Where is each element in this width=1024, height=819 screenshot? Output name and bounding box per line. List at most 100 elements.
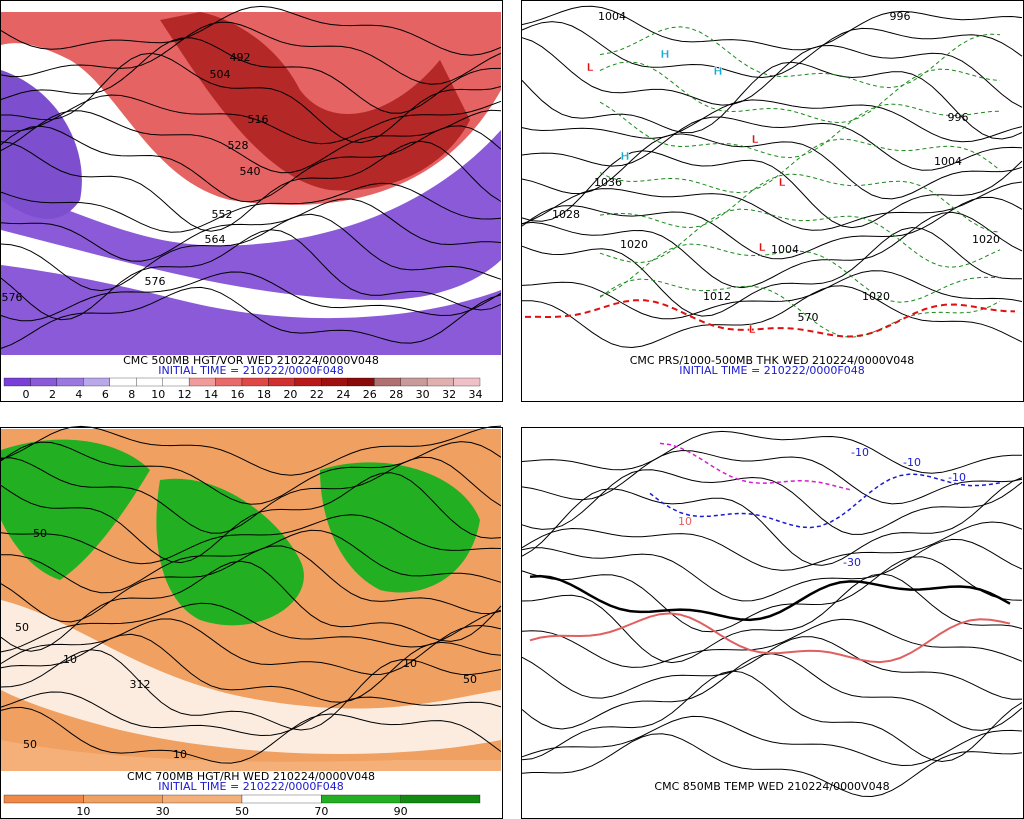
contour-label: 1020 xyxy=(620,238,648,251)
contour xyxy=(521,430,1022,474)
thickness-line xyxy=(599,278,1001,338)
contour xyxy=(0,441,502,505)
colorbar-swatch xyxy=(188,377,216,387)
contour-label: 996 xyxy=(890,10,911,23)
contour-label: 1036 xyxy=(594,176,622,189)
panel-caption: CMC 700MB HGT/RH WED 210224/0000V048 xyxy=(127,770,375,783)
contour-label: -10 xyxy=(851,446,869,459)
colorbar-swatch xyxy=(162,377,190,387)
contour-label: 1004 xyxy=(771,243,799,256)
contour xyxy=(521,5,1023,51)
panel-caption: CMC 500MB HGT/VOR WED 210224/0000V048 xyxy=(123,354,379,367)
colorbar-label: 6 xyxy=(102,388,109,401)
contour xyxy=(0,633,502,703)
contour xyxy=(0,691,502,737)
temp-line xyxy=(529,612,1011,664)
contour-label: 1004 xyxy=(934,155,962,168)
colorbar-label: 24 xyxy=(336,388,350,401)
contour xyxy=(521,618,1023,668)
contour xyxy=(521,61,1023,140)
thickness-line xyxy=(599,173,1001,233)
contour xyxy=(0,529,502,594)
contour xyxy=(0,109,502,174)
contour-label: 1020 xyxy=(862,290,890,303)
colorbar-swatch xyxy=(30,377,58,387)
contour xyxy=(0,213,502,292)
contour xyxy=(521,477,1023,566)
contour-label: 50 xyxy=(33,527,47,540)
contour-label: 564 xyxy=(205,233,226,246)
panel-frame xyxy=(0,0,503,402)
contour xyxy=(521,521,1023,571)
colorbar-label: 30 xyxy=(416,388,430,401)
contour-label: 516 xyxy=(248,113,269,126)
colorbar-label: 70 xyxy=(314,805,328,818)
colorbar-swatch xyxy=(400,794,481,804)
colorbar-label: 26 xyxy=(363,388,377,401)
pressure-center: H xyxy=(620,150,629,163)
pressure-center: H xyxy=(660,48,669,61)
contour-label: 570 xyxy=(798,311,819,324)
contour xyxy=(521,449,1023,505)
contour-label: 492 xyxy=(230,51,251,64)
contour-label: 1004 xyxy=(598,10,626,23)
contour xyxy=(521,211,1023,289)
contour-label: 552 xyxy=(212,208,233,221)
contour xyxy=(0,229,502,321)
colorbar-swatch xyxy=(241,377,269,387)
contour xyxy=(521,181,1023,231)
colorbar-swatch xyxy=(83,794,163,804)
thickness-line xyxy=(599,101,1001,159)
contour-label: 50 xyxy=(463,673,477,686)
contour-label: 10 xyxy=(63,653,77,666)
contour xyxy=(521,538,1023,602)
humidity-map xyxy=(1,429,501,771)
contour-label: -10 xyxy=(948,471,966,484)
colorbar-label: 22 xyxy=(310,388,324,401)
colorbar-swatch xyxy=(83,377,110,387)
contour xyxy=(521,469,1023,535)
contour xyxy=(0,560,502,652)
contour xyxy=(521,21,1023,79)
colorbar-swatch xyxy=(426,377,454,387)
contour-label: 10 xyxy=(678,515,692,528)
contour-label: -30 xyxy=(843,556,861,569)
thickness-570 xyxy=(524,299,1016,338)
colorbar-swatch xyxy=(136,377,163,387)
colorbar-swatch xyxy=(294,377,322,387)
contour xyxy=(521,37,1023,108)
pressure-center: L xyxy=(758,241,765,254)
temp-line xyxy=(529,574,1011,622)
contour xyxy=(0,425,502,476)
colorbar-label: 14 xyxy=(204,388,218,401)
contour xyxy=(0,456,502,534)
contour xyxy=(0,286,502,349)
contour xyxy=(521,133,1023,200)
contour-label: 504 xyxy=(210,68,231,81)
contour xyxy=(0,618,502,676)
colorbar-label: 12 xyxy=(178,388,192,401)
colorbar-label: 32 xyxy=(442,388,456,401)
contour-label: 1012 xyxy=(703,290,731,303)
contour xyxy=(0,198,502,262)
colorbar-swatch xyxy=(268,377,296,387)
contour xyxy=(521,733,1023,798)
contour xyxy=(521,670,1023,763)
contour-label: 312 xyxy=(130,678,151,691)
colorbar-swatch xyxy=(453,377,481,387)
contour xyxy=(521,270,1023,320)
contour-label: 528 xyxy=(228,139,249,152)
colorbar-label: 10 xyxy=(151,388,165,401)
panel-caption: CMC PRS/1000-500MB THK WED 210224/0000V0… xyxy=(630,354,915,367)
contour xyxy=(0,472,502,564)
colorbar-swatch xyxy=(321,377,348,387)
contour-label: 10 xyxy=(173,748,187,761)
thickness-line xyxy=(599,26,1001,89)
contour-label: 540 xyxy=(240,165,261,178)
contour-label: 1028 xyxy=(552,208,580,221)
colorbar-label: 8 xyxy=(128,388,135,401)
contour-label: 1020 xyxy=(972,233,1000,246)
colorbar-label: 34 xyxy=(469,388,483,401)
panel-frame xyxy=(521,0,1024,402)
